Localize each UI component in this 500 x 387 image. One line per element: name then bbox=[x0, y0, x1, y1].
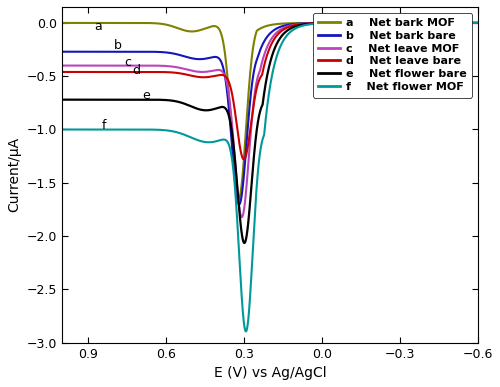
Net leave MOF bbox=[59, 63, 65, 68]
Net leave MOF bbox=[475, 21, 481, 25]
Net bark bare bbox=[308, 21, 314, 26]
Net leave bare bbox=[134, 70, 140, 74]
Net flower bare bbox=[475, 21, 481, 25]
Text: c: c bbox=[124, 56, 132, 69]
Legend: a    Net bark MOF, b    Net bark bare, c    Net leave MOF, d    Net leave bare, : a Net bark MOF, b Net bark bare, c Net l… bbox=[312, 12, 472, 98]
Net flower MOF bbox=[370, 21, 376, 25]
Net bark MOF bbox=[236, 197, 242, 201]
Net bark MOF bbox=[401, 21, 407, 25]
Net bark MOF bbox=[218, 31, 224, 35]
Net bark bare bbox=[236, 202, 242, 207]
Net flower bare bbox=[218, 105, 224, 110]
Net bark bare bbox=[475, 21, 481, 25]
Net leave MOF bbox=[239, 215, 245, 219]
Text: d: d bbox=[132, 64, 140, 77]
Net leave bare bbox=[218, 73, 224, 77]
Net leave bare bbox=[401, 21, 407, 25]
Net leave MOF bbox=[218, 68, 224, 73]
Net flower bare bbox=[308, 21, 314, 26]
Net bark bare bbox=[370, 21, 376, 25]
Net bark MOF bbox=[370, 21, 376, 25]
Net bark bare bbox=[218, 59, 224, 63]
Net leave MOF bbox=[370, 21, 376, 25]
Net flower bare bbox=[370, 21, 376, 25]
Net flower bare bbox=[242, 241, 248, 245]
Line: Net flower bare: Net flower bare bbox=[62, 23, 478, 243]
Net flower MOF bbox=[330, 21, 336, 26]
Net leave bare bbox=[241, 157, 247, 162]
Net bark MOF bbox=[59, 21, 65, 25]
Net flower MOF bbox=[475, 21, 481, 25]
Line: Net leave MOF: Net leave MOF bbox=[62, 23, 478, 217]
Net leave MOF bbox=[330, 21, 336, 25]
Text: f: f bbox=[102, 119, 106, 132]
Net bark bare bbox=[330, 21, 336, 25]
X-axis label: E (V) vs Ag/AgCl: E (V) vs Ag/AgCl bbox=[214, 366, 326, 380]
Net leave bare bbox=[370, 21, 376, 25]
Net flower bare bbox=[134, 98, 140, 102]
Text: b: b bbox=[114, 39, 122, 52]
Net bark MOF bbox=[134, 21, 140, 25]
Text: a: a bbox=[94, 20, 102, 33]
Net leave MOF bbox=[401, 21, 407, 25]
Line: Net bark bare: Net bark bare bbox=[62, 23, 478, 204]
Net flower MOF bbox=[134, 127, 140, 132]
Y-axis label: Current/μA: Current/μA bbox=[7, 137, 21, 212]
Net flower MOF bbox=[59, 127, 65, 132]
Net flower MOF bbox=[218, 138, 224, 142]
Net flower bare bbox=[330, 21, 336, 26]
Text: e: e bbox=[142, 89, 150, 102]
Net leave bare bbox=[308, 21, 314, 26]
Line: Net flower MOF: Net flower MOF bbox=[62, 23, 478, 331]
Net bark bare bbox=[59, 50, 65, 54]
Line: Net bark MOF: Net bark MOF bbox=[62, 23, 478, 199]
Net bark MOF bbox=[308, 21, 314, 25]
Net flower MOF bbox=[243, 329, 249, 334]
Net bark bare bbox=[134, 50, 140, 54]
Net bark MOF bbox=[475, 21, 481, 25]
Net flower bare bbox=[59, 98, 65, 102]
Net leave MOF bbox=[308, 21, 314, 26]
Net bark bare bbox=[401, 21, 407, 25]
Net flower MOF bbox=[401, 21, 407, 25]
Net leave bare bbox=[475, 21, 481, 25]
Net flower MOF bbox=[308, 22, 314, 26]
Net leave MOF bbox=[134, 63, 140, 68]
Net leave bare bbox=[59, 70, 65, 74]
Net flower bare bbox=[401, 21, 407, 25]
Net leave bare bbox=[330, 21, 336, 25]
Line: Net leave bare: Net leave bare bbox=[62, 23, 478, 159]
Net bark MOF bbox=[330, 21, 336, 25]
